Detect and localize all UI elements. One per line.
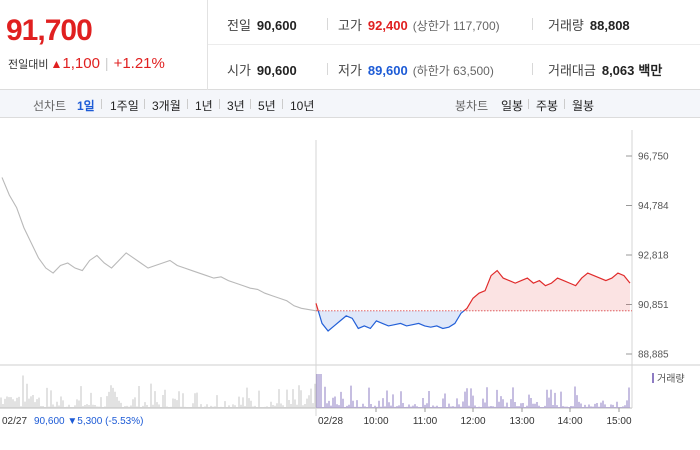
prev-day-line [1,177,317,312]
stat-open-label: 시가 [227,63,251,78]
candle-monthly-button[interactable]: 월봉 [572,99,595,113]
period-separator [144,99,145,109]
candle-chart-label: 봉차트 [455,99,489,113]
stat-low-value: 89,600 [367,63,408,78]
stat-prev-label: 전일 [227,18,251,33]
stat-separator [327,63,328,75]
volume-legend-swatch [652,373,654,383]
stat-amount-value: 8,063 [601,63,635,78]
stat-high-label: 고가 [338,18,362,33]
period-bar: 선차트 1일 1주일 3개월 1년 3년 5년 10년 봉차트 일봉 주봉 월봉 [0,90,700,118]
period-3y-button[interactable]: 3년 [227,99,245,113]
line-chart-label: 선차트 [33,99,67,113]
period-10y-button[interactable]: 10년 [290,99,315,113]
x-tick-label: 12:00 [460,416,485,427]
period-separator [250,99,251,109]
x-tick-label: 11:00 [413,416,438,427]
stat-amount-unit: 백만 [638,63,663,78]
today-line-up [315,269,631,311]
period-separator [187,99,188,109]
x-tick-label: 14:00 [557,416,582,427]
x-tick-label: 15:00 [606,416,631,427]
today-date-label: 02/28 [318,416,343,427]
stat-prev-value: 90,600 [256,18,297,33]
stat-open-value: 90,600 [256,63,297,78]
change-percent: +1.21% [113,55,165,72]
period-separator [528,99,529,109]
stat-volume-value: 88,808 [589,18,630,33]
stat-separator [532,18,533,30]
y-tick-label: 92,818 [638,250,669,261]
change-amount: 1,100 [62,55,100,72]
period-1y-button[interactable]: 1년 [195,99,213,113]
x-tick-label: 10:00 [363,416,388,427]
y-tick-label: 96,750 [638,152,669,163]
period-separator [101,99,102,109]
y-tick-label: 88,885 [638,350,669,361]
y-tick-label: 90,851 [638,300,669,311]
stat-amount: 거래대금 8,063 백만 [548,60,662,79]
current-price: 91,700 [6,14,93,47]
stat-low-label: 저가 [338,63,362,78]
stat-high: 고가 92,400 (상한가 117,700) [338,15,500,34]
price-chart: 96,750 94,784 92,818 90,851 88,885 거래량 02/27 90… [0,130,700,427]
prev-day-summary: 90,600 ▼5,300 (-5.53%) [34,416,143,427]
stat-upper-limit: (상한가 117,700) [412,19,500,33]
period-separator [282,99,283,109]
stat-low: 저가 89,600 (하한가 63,500) [338,60,494,79]
x-tick-label: 13:00 [509,416,534,427]
period-1d-button[interactable]: 1일 [77,99,95,113]
stat-separator [532,63,533,75]
period-separator [219,99,220,109]
stat-amount-label: 거래대금 [548,63,596,78]
candle-daily-button[interactable]: 일봉 [501,99,524,113]
period-1w-button[interactable]: 1주일 [110,99,139,113]
stat-prev: 전일 90,600 [227,15,297,34]
volume-legend-label: 거래량 [657,373,685,385]
change-label: 전일대비 [8,59,49,71]
candle-weekly-button[interactable]: 주봉 [536,99,559,113]
today-area-up [316,270,630,311]
row-divider [208,44,700,45]
change-separator: | [104,55,109,71]
stat-lower-limit: (하한가 63,500) [412,64,494,78]
stat-volume-label: 거래량 [548,18,584,33]
period-5y-button[interactable]: 5년 [258,99,276,113]
stat-high-value: 92,400 [367,18,408,33]
stat-open: 시가 90,600 [227,60,297,79]
price-box: 91,700 전일대비 ▲1,100 | +1.21% [0,0,208,90]
change-line: 전일대비 ▲1,100 | +1.21% [8,55,165,72]
period-3m-button[interactable]: 3개월 [152,99,181,113]
stock-info-panel: 91,700 전일대비 ▲1,100 | +1.21% 전일 90,600 고가 92,4… [0,0,700,90]
y-tick-label: 94,784 [638,201,669,212]
stat-volume: 거래량 88,808 [548,15,630,34]
stat-separator [327,18,328,30]
prev-date-label: 02/27 [2,416,27,427]
up-triangle-icon: ▲ [50,57,63,71]
today-line-down [317,310,465,332]
period-separator [564,99,565,109]
